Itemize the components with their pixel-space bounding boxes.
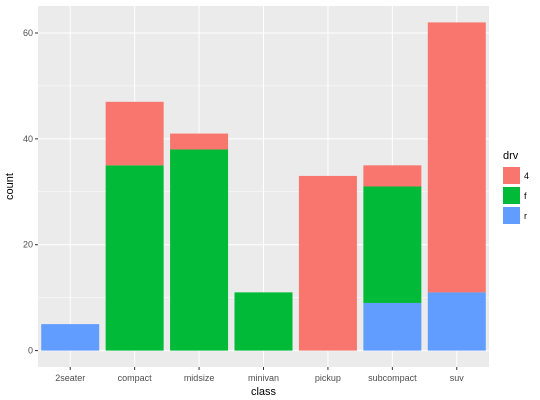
- bar-minivan-f: [234, 292, 293, 351]
- bar-subcompact-f: [363, 186, 422, 303]
- y-tick-label: 0: [28, 346, 33, 356]
- y-tick-label: 40: [23, 134, 33, 144]
- y-axis: 0 20 40 60: [23, 28, 38, 356]
- x-tick-label-midsize: midsize: [184, 373, 215, 383]
- x-tick-label-2seater: 2seater: [55, 373, 85, 383]
- x-tick-label-minivan: minivan: [248, 373, 279, 383]
- bar-compact-f: [105, 165, 164, 351]
- x-tick-label-subcompact: subcompact: [368, 373, 417, 383]
- y-tick-label: 20: [23, 240, 33, 250]
- y-axis-title: count: [4, 173, 16, 200]
- legend-key-f: [503, 187, 520, 204]
- bar-subcompact-4: [363, 165, 422, 187]
- bar-2seater-r: [41, 324, 100, 351]
- x-tick-label-compact: compact: [118, 373, 153, 383]
- bar-suv-r: [427, 292, 486, 351]
- legend: drv 4 fr: [503, 150, 529, 224]
- legend-key-4: [503, 167, 520, 184]
- bar-compact-4: [105, 101, 164, 166]
- legend-label-f: f: [524, 191, 527, 201]
- legend-key-r: [503, 207, 520, 224]
- x-tick-label-pickup: pickup: [315, 373, 341, 383]
- bar-pickup-4: [298, 175, 357, 351]
- bars: [41, 22, 486, 351]
- bar-midsize-f: [170, 149, 229, 351]
- y-tick-label: 60: [23, 28, 33, 38]
- legend-label-r: r: [524, 211, 527, 221]
- x-axis-title: class: [251, 386, 277, 398]
- legend-title: drv: [503, 150, 519, 162]
- bar-suv-4: [427, 22, 486, 293]
- bar-subcompact-r: [363, 302, 422, 351]
- legend-label-4: 4: [524, 171, 529, 181]
- x-tick-label-suv: suv: [450, 373, 465, 383]
- x-axis: 2seater compact midsize minivan pickup subcom…: [55, 367, 464, 383]
- bar-midsize-4: [170, 133, 229, 150]
